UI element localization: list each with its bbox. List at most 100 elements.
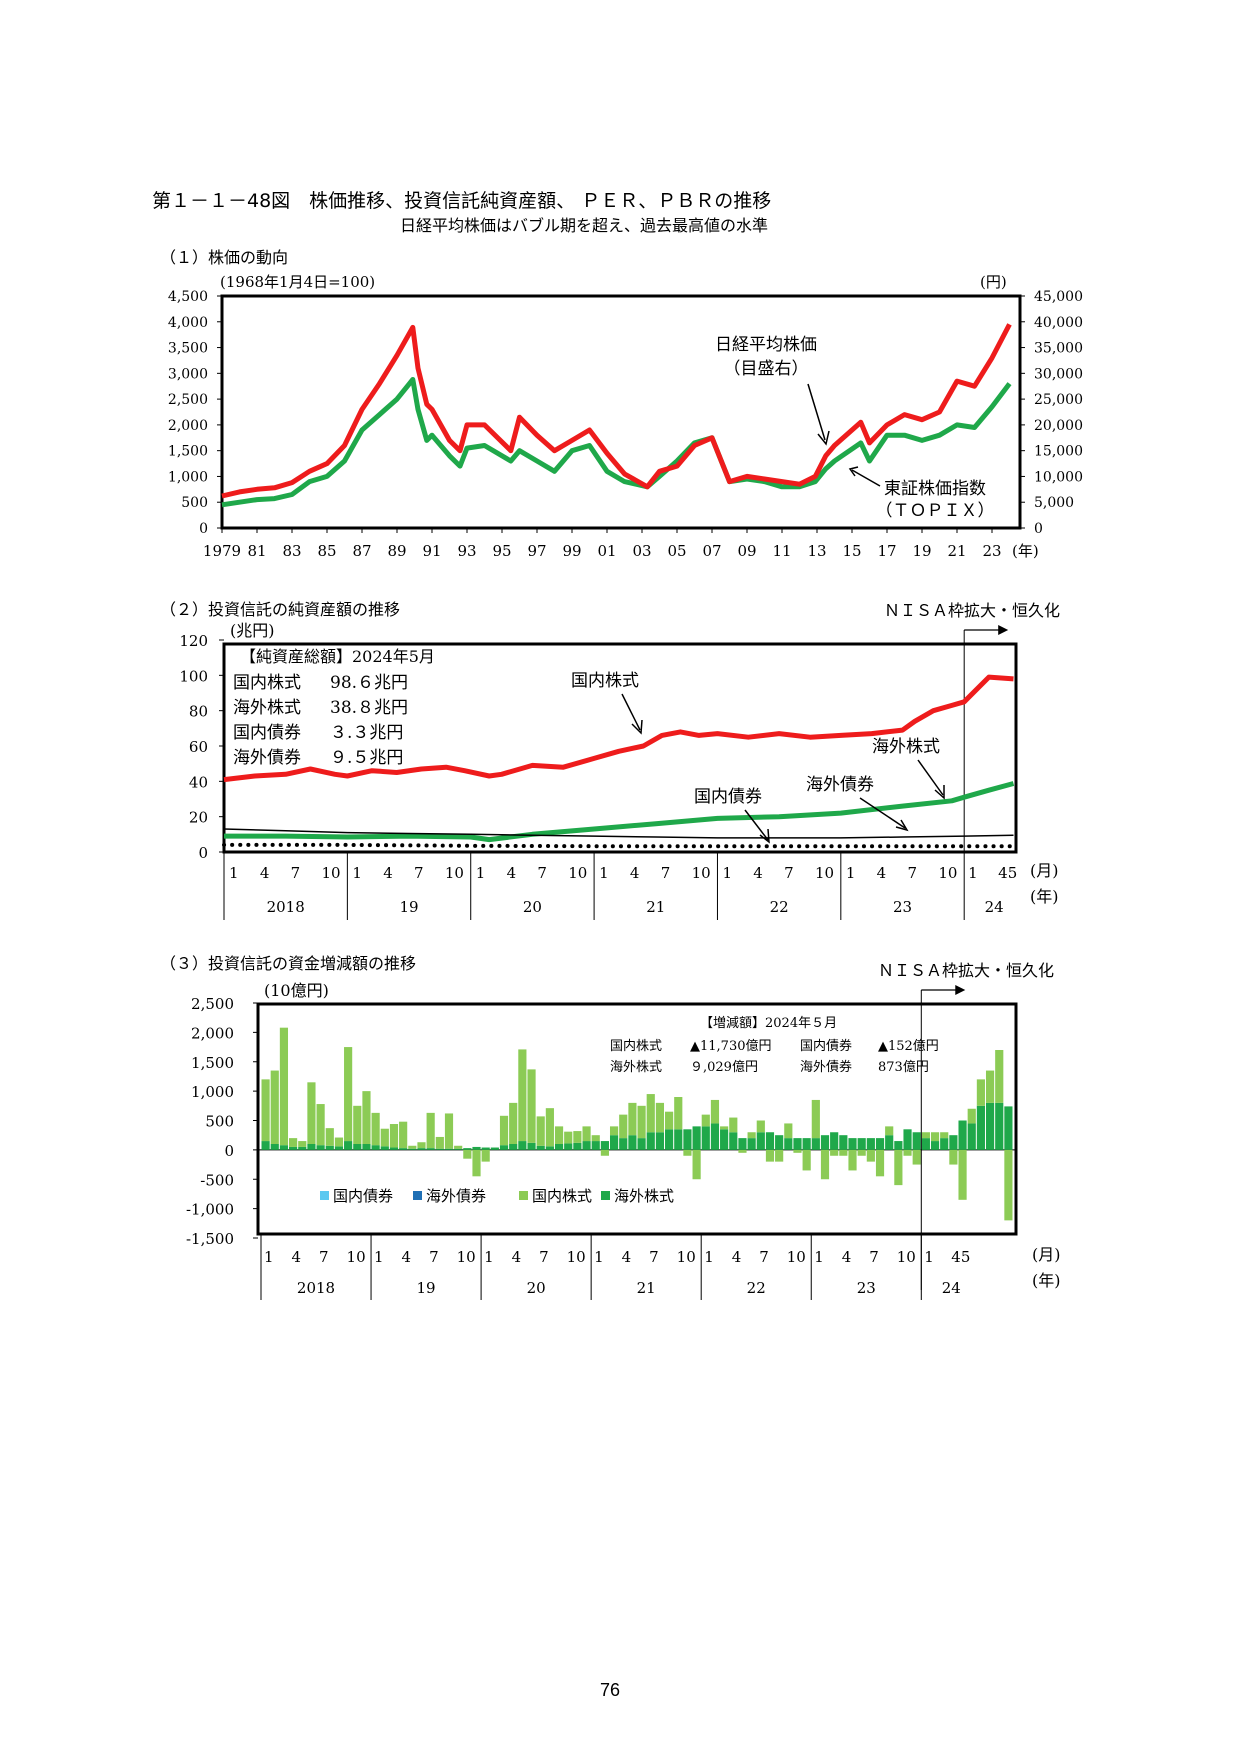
bar-foreign-equity xyxy=(775,1135,784,1150)
y-tick-label: 0 xyxy=(224,1142,234,1160)
month-unit: (月) xyxy=(1032,1245,1061,1264)
y-tick-label: 2,500 xyxy=(191,995,234,1013)
month-tick-label: 4 xyxy=(753,864,763,882)
right-tick-label: 40,000 xyxy=(1034,315,1083,331)
annotation-arrowhead xyxy=(631,719,643,735)
bar-domestic-equity xyxy=(793,1149,802,1153)
x-tick-label: 83 xyxy=(282,542,301,560)
month-tick-label: 7 xyxy=(869,1248,879,1266)
bar-domestic-equity xyxy=(738,1149,747,1153)
bar-foreign-equity xyxy=(1004,1106,1013,1150)
legend-box-label: 海外債券 xyxy=(233,748,301,768)
bar-foreign-equity xyxy=(930,1141,940,1150)
bar-foreign-equity xyxy=(839,1135,848,1150)
bar-domestic-equity xyxy=(839,1149,848,1156)
bar-domestic-equity xyxy=(573,1131,582,1143)
bar-foreign-equity xyxy=(564,1143,573,1150)
bar-foreign-equity xyxy=(463,1148,472,1150)
x-tick-label: 97 xyxy=(527,542,546,560)
bar-domestic-equity xyxy=(784,1123,793,1139)
plot-frame-stock xyxy=(220,294,1022,530)
bar-foreign-equity xyxy=(802,1138,811,1150)
bar-domestic-equity xyxy=(408,1145,417,1149)
month-tick-label: 1 xyxy=(476,864,486,882)
section-label-stock: （１）株価の動向 xyxy=(160,248,289,267)
bar-foreign-equity xyxy=(894,1141,903,1150)
bar-domestic-equity xyxy=(279,1027,289,1146)
bar-foreign-equity xyxy=(536,1145,545,1150)
left-tick-label: 1,500 xyxy=(168,444,208,460)
month-tick-label: 10 xyxy=(692,864,711,882)
nisa-arrowhead xyxy=(998,625,1009,635)
annotation-arrowhead xyxy=(759,828,770,844)
bar-domestic-equity xyxy=(894,1149,903,1186)
legend-box-title: 【純資産総額】2024年5月 xyxy=(240,647,435,666)
bar-foreign-equity xyxy=(985,1102,995,1150)
month-tick-label: 7 xyxy=(784,864,794,882)
bar-foreign-equity xyxy=(738,1138,747,1150)
month-tick-label: 10 xyxy=(938,864,957,882)
month-tick-label: 4 xyxy=(507,864,517,882)
bar-domestic-equity xyxy=(371,1112,380,1146)
year-unit: (年) xyxy=(1032,1271,1061,1290)
bar-foreign-equity xyxy=(509,1144,518,1150)
bar-domestic-equity xyxy=(270,1070,279,1144)
year-label: 20 xyxy=(523,898,542,916)
bar-foreign-equity xyxy=(683,1129,692,1150)
legend-box-label: 国内株式 xyxy=(610,1038,662,1054)
bar-foreign-equity xyxy=(481,1147,490,1150)
year-unit: (年) xyxy=(1030,887,1059,906)
month-tick-label: 1 xyxy=(924,1248,934,1266)
month-tick-label: 1 xyxy=(594,1248,604,1266)
bar-foreign-equity xyxy=(940,1138,949,1150)
y-tick-label: 0 xyxy=(198,844,208,862)
month-tick-label: 10 xyxy=(347,1248,366,1266)
bar-foreign-equity xyxy=(903,1129,912,1150)
left-tick-label: 1,000 xyxy=(168,469,208,485)
year-label: 24 xyxy=(985,898,1004,916)
left-tick-label: 2,000 xyxy=(168,418,208,434)
x-axis-unit: (年) xyxy=(1012,542,1039,560)
bar-domestic-equity xyxy=(765,1149,775,1162)
bar-domestic-equity xyxy=(481,1149,490,1162)
bar-foreign-equity xyxy=(591,1141,600,1150)
bar-domestic-equity xyxy=(729,1117,738,1133)
x-tick-label: 81 xyxy=(247,542,266,560)
bar-domestic-equity xyxy=(903,1149,912,1156)
x-tick-label: 99 xyxy=(562,542,581,560)
year-label: 22 xyxy=(747,1279,766,1297)
bar-domestic-equity xyxy=(261,1079,270,1142)
month-unit: (月) xyxy=(1030,861,1059,880)
bar-foreign-equity xyxy=(995,1102,1004,1150)
bar-foreign-equity xyxy=(857,1138,866,1150)
bar-domestic-equity xyxy=(334,1137,344,1147)
bar-foreign-equity xyxy=(875,1138,885,1150)
plot-frame-nav xyxy=(222,642,1018,854)
bar-domestic-equity xyxy=(509,1102,518,1144)
month-tick-label: 4 xyxy=(877,864,887,882)
legend-swatch xyxy=(413,1191,422,1200)
bar-foreign-equity xyxy=(417,1148,426,1150)
year-label: 21 xyxy=(646,898,665,916)
annotation-arrow xyxy=(621,693,641,731)
year-label: 23 xyxy=(893,898,912,916)
bar-domestic-equity xyxy=(692,1149,701,1180)
bar-domestic-equity xyxy=(930,1132,940,1142)
month-tick-label: 4 xyxy=(260,864,270,882)
left-tick-label: 4,500 xyxy=(168,289,208,305)
bar-domestic-equity xyxy=(298,1141,307,1147)
month-tick-label: 10 xyxy=(897,1248,916,1266)
left-tick-label: 500 xyxy=(181,495,208,511)
month-tick-label: 7 xyxy=(759,1248,769,1266)
bar-foreign-equity xyxy=(793,1138,802,1150)
bar-foreign-equity xyxy=(949,1135,958,1150)
bar-domestic-equity xyxy=(1004,1149,1013,1221)
bar-foreign-equity xyxy=(710,1123,720,1150)
bar-foreign-equity xyxy=(499,1145,509,1150)
annotation-arrow xyxy=(807,383,826,441)
bar-domestic-equity xyxy=(875,1149,885,1177)
legend-box-label: 海外株式 xyxy=(233,698,301,718)
bar-domestic-equity xyxy=(380,1128,389,1147)
month-tick-label: 10 xyxy=(322,864,341,882)
right-tick-label: 35,000 xyxy=(1034,341,1083,357)
